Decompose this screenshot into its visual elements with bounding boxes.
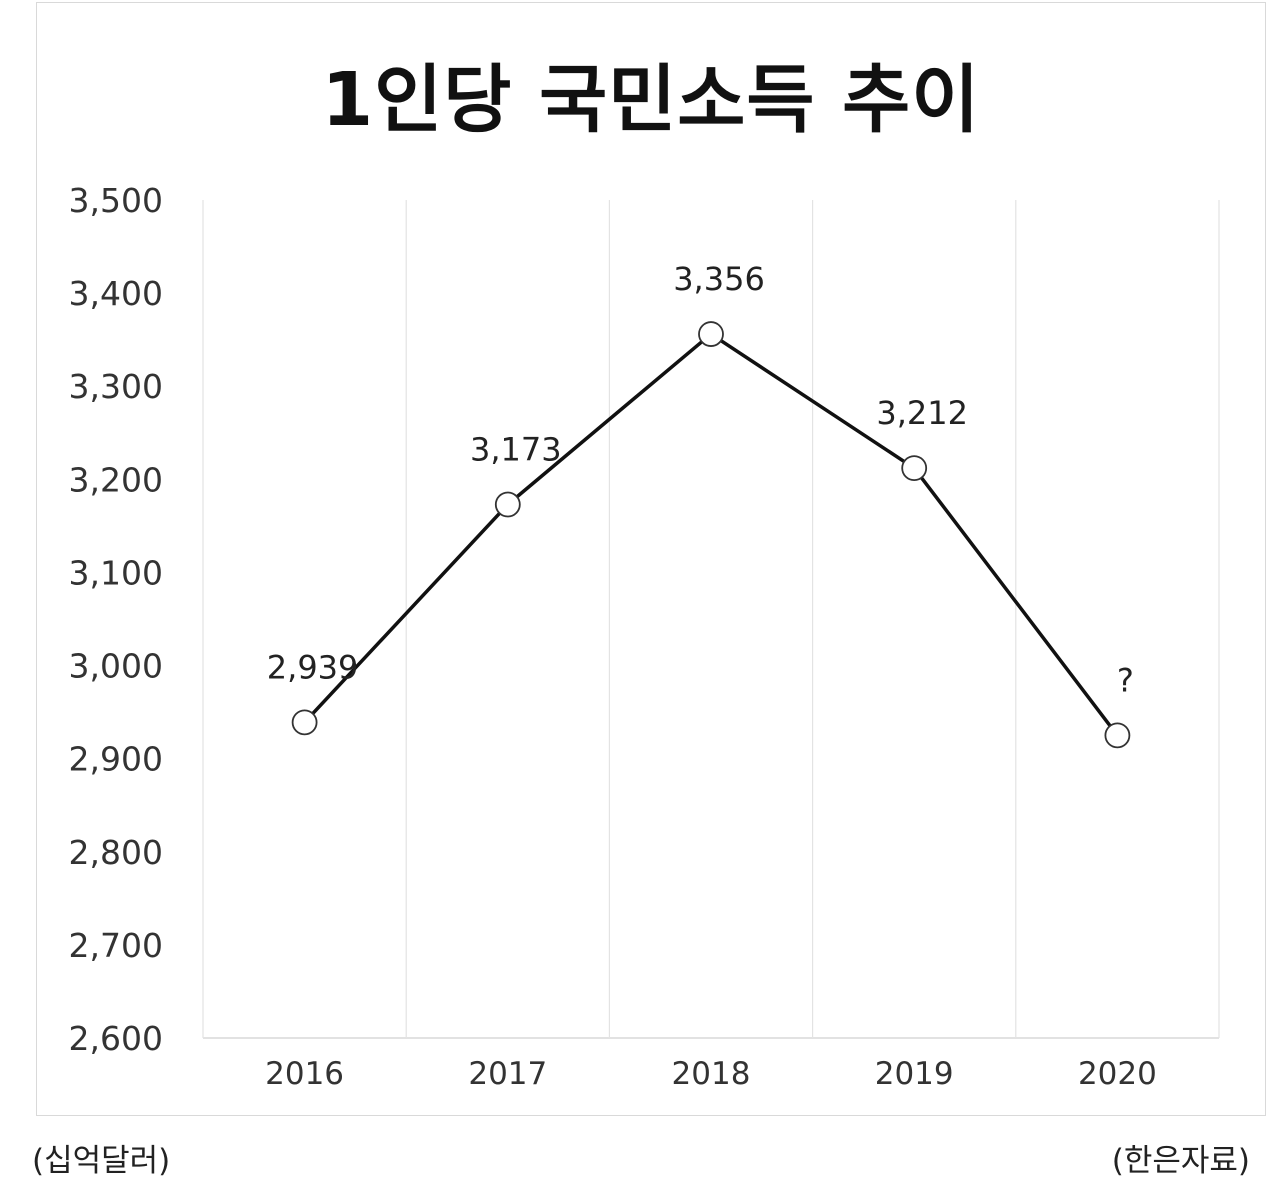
series-line	[303, 332, 1119, 737]
x-axis-ticks: 2016 2017 2018 2019 2020	[265, 1056, 1157, 1092]
series-line-path	[303, 332, 1119, 737]
y-tick-label: 2,600	[69, 1019, 163, 1058]
data-point-marker	[698, 321, 724, 347]
y-tick-label: 3,000	[69, 647, 163, 686]
y-tick-label: 3,200	[69, 460, 163, 499]
grid-lines	[202, 200, 1220, 1039]
y-tick-label: 2,900	[69, 740, 163, 779]
y-tick-label: 2,800	[69, 833, 163, 872]
data-label: ?	[1117, 661, 1134, 699]
y-tick-label: 3,100	[69, 553, 163, 592]
x-tick-label: 2020	[1078, 1056, 1157, 1092]
data-point-marker	[494, 491, 521, 518]
data-points	[291, 321, 1131, 749]
x-tick-label: 2016	[265, 1056, 344, 1092]
unit-note: (십억달러)	[32, 1143, 171, 1179]
y-tick-label: 3,400	[69, 274, 163, 313]
y-tick-label: 2,700	[69, 926, 163, 965]
source-note: (한은자료)	[1111, 1143, 1250, 1179]
y-axis-ticks: 2,600 2,700 2,800 2,900 3,000 3,100 3,200 3,300…	[69, 181, 163, 1058]
data-label: 2,939	[267, 648, 359, 686]
x-tick-label: 2017	[468, 1056, 547, 1092]
data-point-marker	[901, 455, 928, 482]
data-point-marker	[1104, 722, 1131, 749]
data-point-marker	[291, 709, 318, 736]
data-label: 3,173	[470, 430, 562, 468]
x-tick-label: 2018	[672, 1056, 751, 1092]
x-tick-label: 2019	[875, 1056, 954, 1092]
data-labels: 2,939 3,173 3,356 3,212?	[267, 260, 1134, 699]
data-label: 3,212	[876, 394, 968, 432]
data-label: 3,356	[673, 260, 765, 298]
y-tick-label: 3,300	[69, 367, 163, 406]
y-tick-label: 3,500	[69, 181, 163, 220]
chart-frame	[36, 2, 1266, 1116]
chart-title: 1인당 국민소득 추이	[321, 57, 981, 143]
